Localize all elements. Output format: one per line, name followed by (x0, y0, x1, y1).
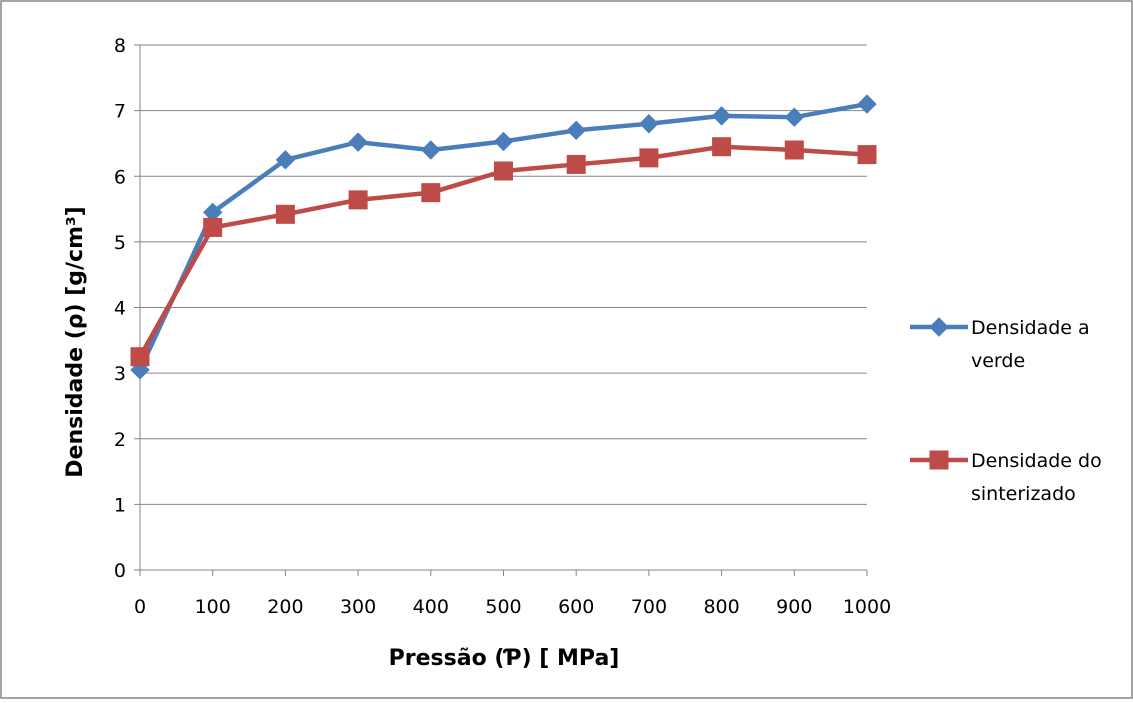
data-point-square (348, 190, 368, 210)
legend: Densidade a verde Densidade do sinterizado (910, 317, 1102, 505)
series-2 (130, 137, 877, 367)
x-tick-labels: 0 100 200 300 400 500 600 700 800 900 1000 (134, 596, 891, 618)
data-point-diamond (639, 114, 659, 134)
data-point-square (421, 183, 441, 203)
y-tick-label: 3 (114, 363, 126, 385)
y-tick-label: 5 (114, 232, 126, 254)
data-point-square (784, 140, 804, 160)
data-point-diamond (275, 150, 296, 170)
x-tick-label: 800 (703, 596, 739, 618)
x-tick-label: 600 (558, 596, 594, 618)
data-point-square (130, 347, 150, 367)
data-point-square (566, 154, 586, 174)
y-tick-label: 7 (114, 101, 126, 123)
data-point-diamond (493, 131, 514, 152)
series-layer (130, 94, 877, 380)
y-axis-title: Densidade (ρ) [g/cm³] (63, 206, 88, 477)
legend-marker (929, 450, 949, 470)
data-point-square (494, 161, 513, 181)
x-tick-label: 400 (413, 596, 449, 618)
x-tick-label: 700 (631, 596, 667, 618)
data-point-square (857, 145, 877, 165)
x-tick-label: 1000 (843, 596, 891, 618)
x-tick-label: 200 (267, 596, 303, 618)
data-point-square (639, 148, 659, 168)
data-point-diamond (711, 106, 732, 126)
x-tick-label: 900 (776, 596, 812, 618)
y-tick-label: 8 (114, 35, 126, 57)
series-1 (130, 94, 877, 380)
legend-label: Densidade a (971, 317, 1090, 339)
x-tick-label: 100 (195, 596, 231, 618)
x-tick-label: 0 (134, 596, 146, 618)
legend-entry-2: Densidade do sinterizado (910, 450, 1102, 505)
legend-marker (929, 317, 949, 337)
data-point-diamond (421, 140, 441, 160)
data-point-square (275, 204, 295, 224)
x-tick-label: 300 (340, 596, 376, 618)
legend-entry-1: Densidade a verde (910, 317, 1090, 372)
x-axis-title: Pressão (Ƥ) [ MPa] (389, 646, 620, 671)
y-tick-label: 4 (114, 298, 126, 320)
y-tick-label: 6 (114, 166, 126, 188)
data-point-diamond (857, 94, 877, 114)
y-tick-label: 0 (114, 560, 126, 582)
data-point-diamond (566, 120, 586, 141)
y-tick-label: 2 (114, 429, 126, 451)
y-tick-labels: 0 1 2 3 4 5 6 7 8 (114, 35, 126, 582)
legend-label: verde (971, 350, 1025, 372)
data-point-diamond (784, 107, 805, 127)
legend-label: sinterizado (971, 483, 1076, 505)
data-point-diamond (348, 132, 368, 152)
x-tick-label: 500 (485, 596, 521, 618)
data-point-square (203, 217, 223, 237)
data-point-square (712, 137, 732, 157)
y-tick-label: 1 (114, 494, 126, 516)
legend-label: Densidade do (971, 450, 1102, 472)
